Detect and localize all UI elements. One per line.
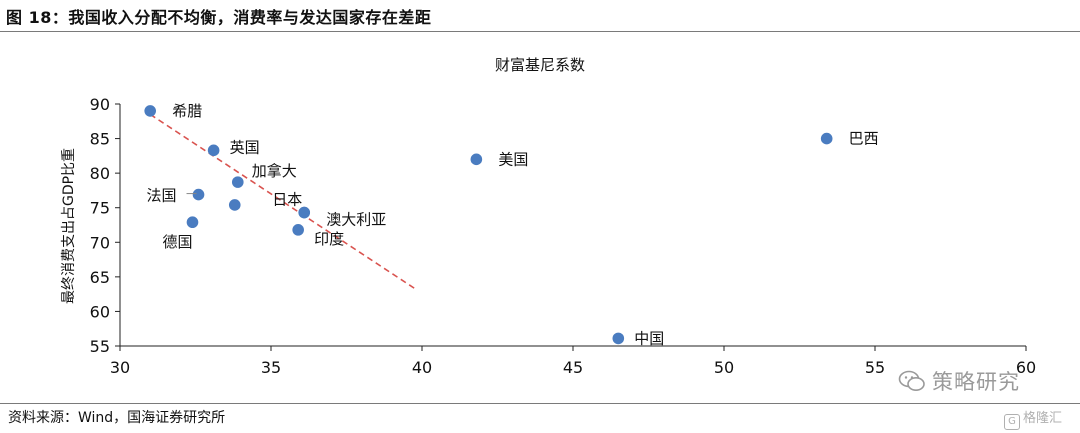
data-point <box>612 332 625 345</box>
y-tick-label: 80 <box>90 164 110 183</box>
data-point <box>231 176 244 188</box>
y-tick-label: 70 <box>90 233 110 252</box>
brand-text: 格隆汇 <box>1023 411 1063 426</box>
wechat-icon <box>898 370 925 391</box>
x-tick-label: 55 <box>865 358 885 377</box>
axes: 55 60 65 70 75 80 85 90 30 35 40 45 50 55 60 <box>90 95 1037 377</box>
y-axis-label: 最终消费支出占GDP比重 <box>61 148 77 304</box>
g-logo-icon: G <box>1004 414 1020 430</box>
point-label: 日本 <box>272 191 302 209</box>
trend-line <box>149 113 417 290</box>
trend-line-segment <box>149 113 417 290</box>
figure-title: 图 18：我国收入分配不均衡，消费率与发达国家存在差距 <box>6 8 432 27</box>
point-label: 印度 <box>314 230 344 248</box>
y-tick-label: 60 <box>90 302 110 321</box>
point-label: 澳大利亚 <box>326 211 386 229</box>
y-tick-label: 55 <box>90 337 110 356</box>
y-tick-label: 85 <box>90 130 110 149</box>
data-point <box>192 188 205 201</box>
data-points <box>144 105 833 345</box>
data-point <box>228 199 241 211</box>
chart-title: 财富基尼系数 <box>495 56 585 74</box>
brand-watermark: G 格隆汇 <box>1004 407 1062 430</box>
x-tick-label: 60 <box>1016 358 1036 377</box>
y-tick-label: 75 <box>90 199 110 218</box>
x-tick-label: 50 <box>714 358 734 377</box>
data-point <box>186 216 199 229</box>
y-tick-label: 65 <box>90 268 110 287</box>
point-label: 英国 <box>230 138 260 156</box>
x-tick-label: 35 <box>261 358 281 377</box>
point-label: 巴西 <box>849 130 879 148</box>
source-note: 资料来源：Wind，国海证券研究所 <box>8 410 226 426</box>
watermark: 策略研究 <box>898 366 1020 396</box>
point-label: 加拿大 <box>252 162 297 180</box>
data-point <box>207 144 220 157</box>
point-label: 中国 <box>634 329 664 347</box>
y-tick-label: 90 <box>90 95 110 114</box>
data-point <box>144 105 156 117</box>
bottom-divider <box>0 403 1080 404</box>
x-tick-label: 40 <box>412 358 432 377</box>
point-label: 德国 <box>162 233 192 251</box>
point-label: 美国 <box>498 150 528 168</box>
data-point <box>298 206 311 219</box>
watermark-text: 策略研究 <box>932 370 1020 394</box>
data-point <box>820 132 833 145</box>
data-point <box>470 153 483 166</box>
point-label: 希腊 <box>172 102 202 120</box>
data-point <box>292 224 304 236</box>
x-tick-label: 30 <box>110 358 130 377</box>
x-tick-label: 45 <box>563 358 583 377</box>
top-divider <box>0 31 1080 32</box>
point-label: 法国 <box>147 187 177 205</box>
